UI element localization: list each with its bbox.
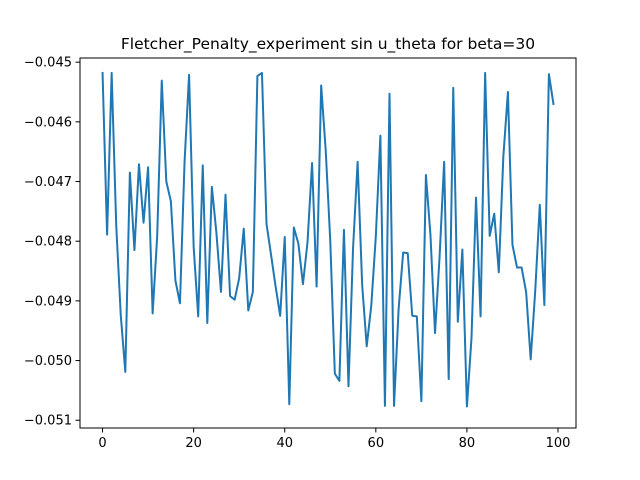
series-line-0	[101, 71, 555, 408]
y-tick-label: −0.051	[24, 414, 72, 429]
x-tick-label: 80	[459, 436, 476, 451]
y-tick-label: −0.045	[24, 56, 72, 71]
y-tick-label: −0.046	[24, 115, 72, 130]
plot-area-frame	[79, 57, 577, 429]
y-tick-label: −0.050	[24, 354, 72, 369]
y-axis: −0.051 −0.050 −0.049 −0.048 −0.047 −0.046 −0.0…	[24, 56, 80, 429]
x-tick-label: 0	[98, 436, 106, 451]
plot-series-layer	[101, 71, 555, 408]
y-tick-label: −0.048	[24, 235, 72, 250]
y-tick-label: −0.049	[24, 294, 72, 309]
x-tick-label: 20	[185, 436, 202, 451]
x-tick-label: 100	[546, 436, 571, 451]
y-tick-label: −0.047	[24, 175, 72, 190]
x-tick-label: 40	[276, 436, 293, 451]
x-axis: 0 20 40 60 80 100	[98, 428, 570, 451]
chart-title: Fletcher_Penalty_experiment sin u_theta …	[121, 35, 535, 54]
x-tick-label: 60	[368, 436, 385, 451]
